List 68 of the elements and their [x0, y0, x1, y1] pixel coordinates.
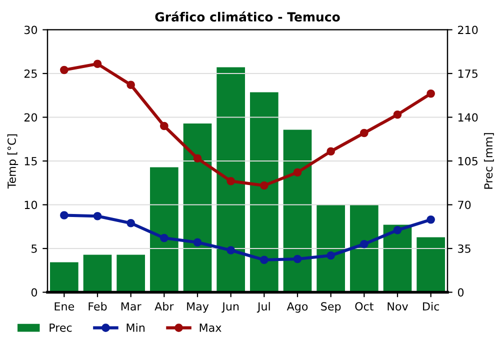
point: [326, 147, 335, 156]
bar: [283, 130, 312, 292]
legend-label: Max: [200, 324, 222, 332]
point: [426, 215, 435, 224]
bar: [383, 224, 412, 292]
y2-tick-label: 0: [458, 288, 464, 297]
y2-tick-label: 35: [458, 244, 470, 253]
y-tick-label: 25: [24, 69, 37, 78]
y-tick-label: 30: [24, 26, 38, 34]
y-tick-label: 0: [31, 288, 38, 297]
y2-axis-title: Prec [mm]: [484, 133, 494, 189]
bar: [250, 92, 278, 292]
y2-tick-label: 210: [458, 26, 478, 34]
bar: [50, 262, 78, 292]
y-tick-label: 10: [24, 200, 38, 210]
point: [160, 122, 168, 130]
x-tick-label: Sep: [321, 302, 341, 313]
point: [60, 66, 68, 74]
chart-title: Gráfico climático - Temuco: [155, 11, 340, 22]
point: [226, 176, 235, 186]
point: [426, 89, 435, 98]
y-axis-title: Temp [°C]: [7, 134, 18, 189]
bar: [150, 167, 178, 292]
y2-tick-label: 140: [458, 113, 478, 122]
point: [160, 234, 168, 242]
point: [93, 212, 102, 220]
y-tick-label: 5: [32, 244, 37, 253]
point: [60, 211, 68, 220]
point: [260, 181, 268, 190]
point: [293, 254, 302, 264]
point: [393, 110, 402, 119]
y-tick-label: 20: [24, 113, 38, 122]
x-tick-label: Jul: [256, 302, 270, 313]
bar: [350, 204, 378, 292]
x-tick-label: Ene: [54, 302, 74, 311]
point: [260, 256, 268, 264]
x-tick-label: Oct: [355, 302, 374, 311]
point: [393, 226, 402, 234]
point: [126, 218, 135, 228]
y2-tick-label: 70: [458, 200, 471, 210]
x-tick-label: Mar: [121, 302, 142, 311]
point: [326, 251, 335, 260]
bar: [83, 254, 112, 292]
point: [193, 238, 202, 247]
x-tick-label: Jun: [222, 302, 239, 313]
bar: [216, 67, 245, 292]
x-tick-label: Abr: [154, 302, 174, 311]
legend-label: Min: [126, 323, 144, 332]
legend-label: Prec: [50, 324, 72, 332]
bar: [183, 124, 212, 292]
y-tick-label: 15: [24, 157, 37, 166]
point: [293, 168, 302, 177]
y2-tick-label: 105: [458, 156, 478, 166]
bar: [116, 254, 145, 292]
x-tick-label: Ago: [286, 302, 308, 313]
point: [193, 154, 202, 163]
point: [360, 240, 368, 248]
x-tick-label: May: [187, 302, 209, 313]
point: [226, 246, 235, 254]
point: [360, 128, 368, 138]
bar: [416, 237, 445, 292]
x-tick-label: Dic: [423, 302, 440, 311]
x-tick-label: Nov: [388, 302, 408, 311]
x-tick-label: Feb: [88, 302, 107, 311]
point: [93, 60, 102, 68]
y2-tick-label: 175: [458, 70, 478, 78]
point: [126, 80, 135, 90]
bar: [316, 204, 345, 292]
